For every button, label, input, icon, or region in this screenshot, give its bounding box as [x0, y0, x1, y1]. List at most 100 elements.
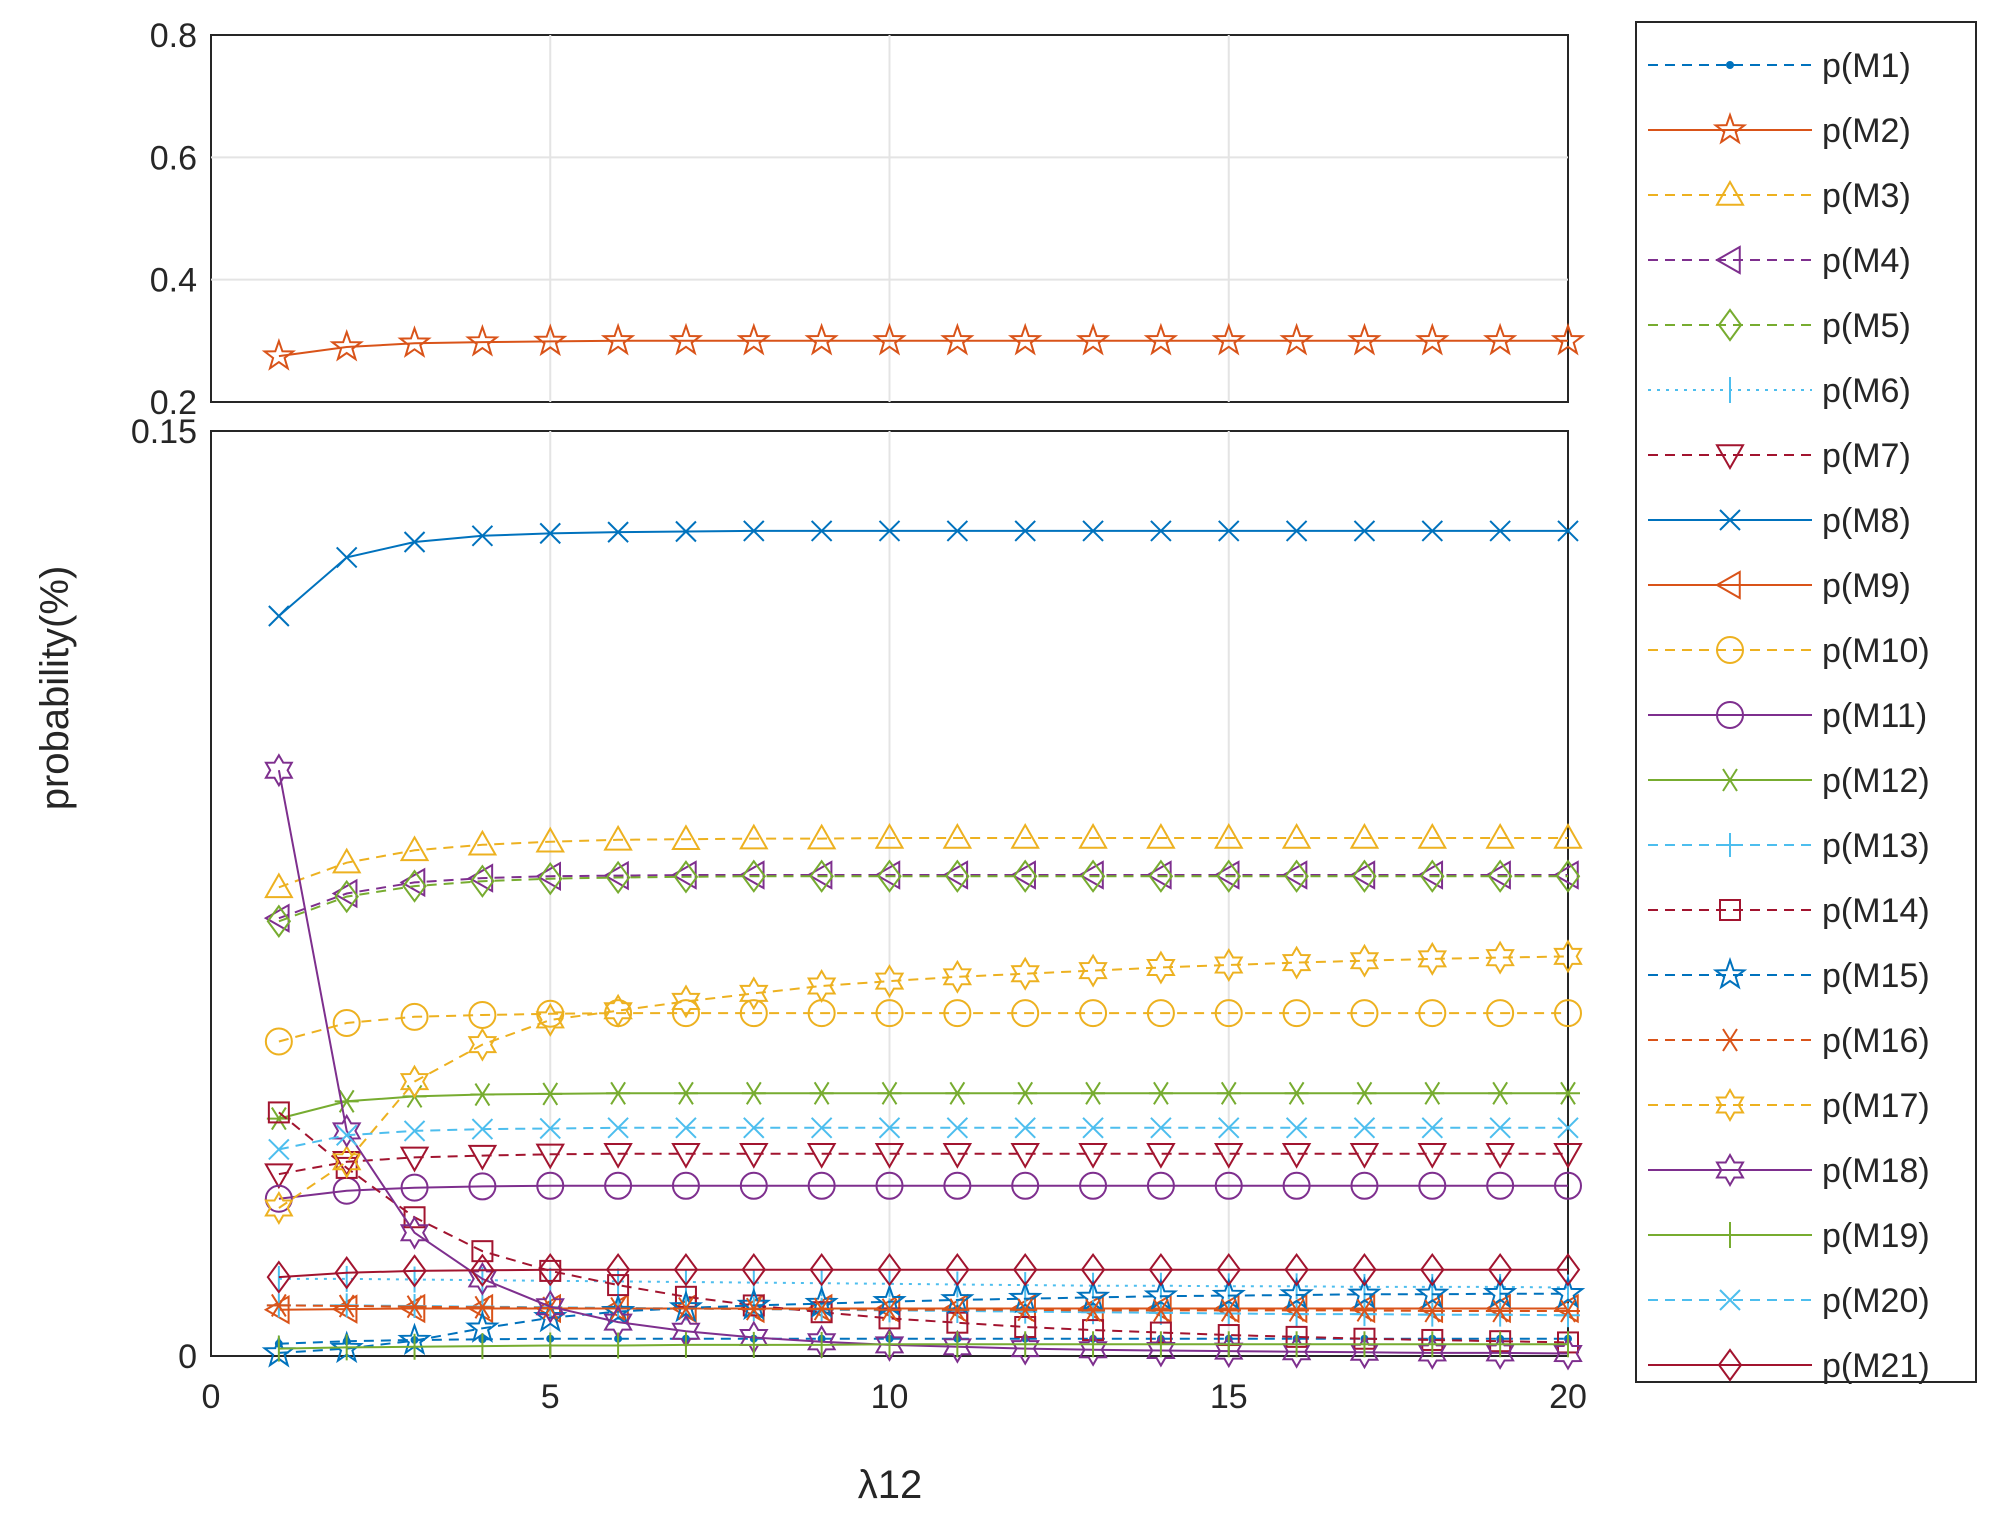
legend-item: p(M16): [1648, 1022, 1930, 1060]
legend-label: p(M10): [1822, 632, 1930, 670]
data-point: [739, 1142, 769, 1169]
data-point: [940, 322, 975, 356]
legend-marker: [1715, 1152, 1745, 1188]
data-point: [465, 324, 500, 357]
data-point: [1214, 948, 1244, 982]
series-3: [264, 822, 1583, 899]
data-point: [942, 822, 973, 849]
x-tick-label: 0: [202, 1378, 221, 1416]
data-point: [671, 824, 701, 850]
data-point: [402, 1254, 427, 1288]
data-point: [335, 546, 358, 569]
data-point: [739, 823, 769, 850]
data-point: [1082, 520, 1104, 542]
data-point: [1483, 1275, 1518, 1309]
data-point: [668, 322, 704, 356]
data-point: [607, 521, 629, 543]
data-point: [264, 1163, 294, 1190]
data-point: [1218, 520, 1240, 542]
data-point: [1556, 1081, 1580, 1105]
data-point: [1143, 322, 1179, 356]
data-point: [1285, 1117, 1308, 1139]
data-point: [538, 1252, 563, 1287]
data-point: [878, 520, 901, 542]
data-point: [1352, 859, 1377, 893]
data-point: [600, 322, 636, 356]
data-point: [264, 1184, 293, 1213]
legend-label: p(M19): [1822, 1217, 1930, 1255]
data-point: [1143, 1278, 1179, 1311]
data-point: [946, 520, 969, 542]
legend-label: p(M11): [1822, 697, 1927, 735]
data-point: [1080, 859, 1106, 893]
data-point: [945, 1298, 970, 1322]
data-point: [671, 999, 700, 1028]
legend-label: p(M5): [1822, 307, 1911, 345]
data-point: [533, 323, 568, 357]
data-point: [1347, 1276, 1382, 1309]
legend-label: p(M15): [1822, 957, 1930, 995]
y-tick-label: 0.15: [131, 413, 197, 451]
data-point: [942, 959, 973, 994]
legend-label: p(M9): [1822, 567, 1911, 605]
series-12: [266, 1081, 1580, 1131]
data-point: [331, 1144, 362, 1179]
data-point: [1013, 1081, 1038, 1105]
data-point: [1281, 1142, 1312, 1169]
data-point: [875, 999, 904, 1028]
legend-item: p(M18): [1648, 1152, 1930, 1190]
series-line: [278, 1292, 1568, 1354]
legend-label: p(M16): [1822, 1022, 1930, 1060]
legend-item: p(M8): [1648, 502, 1911, 540]
data-point: [671, 984, 701, 1019]
plot-area: 0 5 10 15 20 0.2 0.4 0.6 0.8 0 0.15: [131, 17, 1587, 1416]
data-point: [1489, 520, 1511, 542]
data-point: [1013, 1298, 1038, 1322]
legend-marker: [1719, 1289, 1741, 1311]
y-axis-label: probability(%): [33, 566, 77, 811]
series-19: [277, 1331, 1569, 1362]
data-point: [334, 1294, 359, 1318]
data-point: [538, 862, 563, 896]
data-point: [535, 1143, 565, 1170]
data-point: [603, 993, 633, 1028]
data-point: [945, 859, 970, 893]
series-line: [278, 1012, 1568, 1043]
y-tick-label: 0.2: [150, 384, 197, 422]
tick-labels: 0 5 10 15 20 0.2 0.4 0.6 0.8 0 0.15: [131, 17, 1587, 1416]
data-point: [1150, 1117, 1172, 1139]
data-point: [1011, 1171, 1040, 1200]
data-point: [1211, 322, 1246, 356]
data-point: [264, 1191, 294, 1225]
data-point: [878, 1117, 901, 1139]
legend-item: p(M1): [1648, 47, 1911, 85]
data-point: [872, 1283, 907, 1317]
data-point: [536, 1171, 565, 1200]
x-tick-label: 15: [1210, 1378, 1248, 1416]
data-point: [1353, 520, 1376, 542]
data-point: [1350, 999, 1379, 1028]
series-line: [278, 1343, 1568, 1350]
data-point: [1352, 1252, 1377, 1287]
data-point: [1075, 322, 1111, 356]
series-10: [264, 999, 1582, 1056]
legend-marker: [1716, 701, 1744, 729]
data-point: [403, 531, 426, 553]
data-point: [1353, 1117, 1376, 1139]
legend-item: p(M9): [1648, 567, 1911, 605]
data-point: [1010, 822, 1040, 849]
data-point: [671, 1142, 701, 1169]
legend-label: p(M18): [1822, 1152, 1930, 1190]
data-point: [535, 1289, 565, 1324]
data-point: [1148, 1300, 1173, 1325]
data-point: [1011, 999, 1040, 1028]
data-point: [470, 1295, 495, 1319]
legend-marker: [1712, 111, 1748, 145]
data-point: [942, 1142, 973, 1169]
data-point: [1007, 1280, 1043, 1314]
data-point: [877, 859, 902, 893]
data-point: [1284, 1298, 1309, 1322]
series-16: [266, 1293, 1580, 1323]
data-point: [945, 1081, 970, 1105]
series-line: [278, 339, 1568, 358]
